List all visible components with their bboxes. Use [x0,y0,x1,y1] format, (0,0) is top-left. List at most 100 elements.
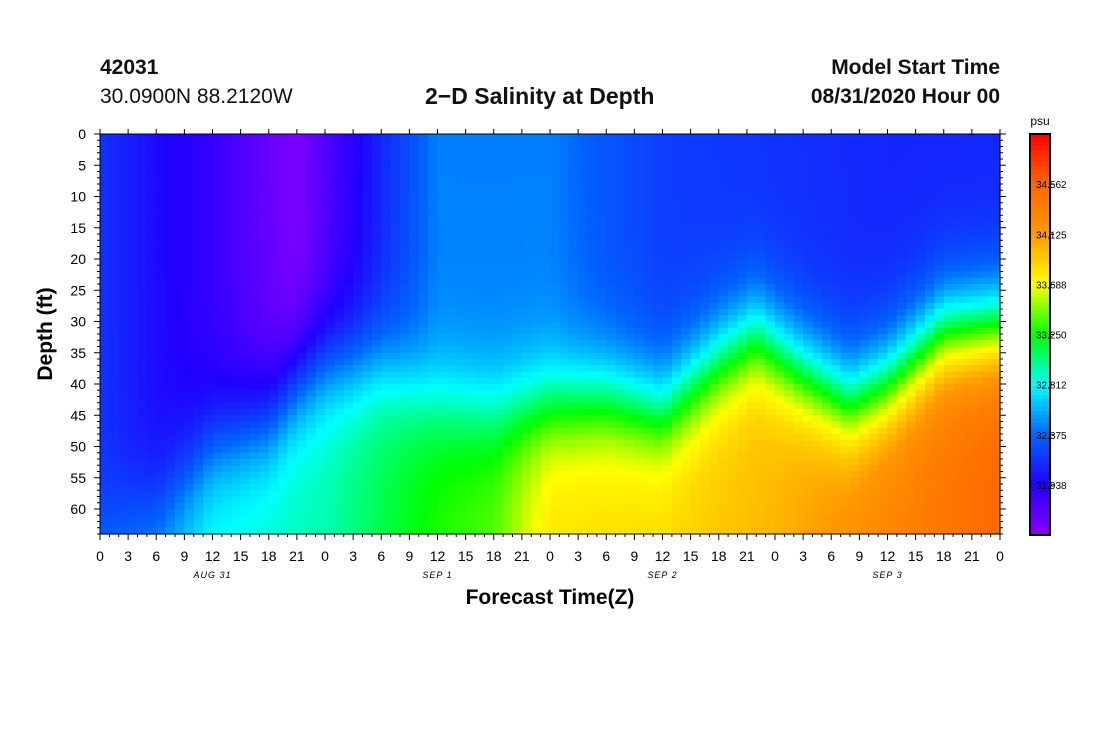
heatmap-cell [221,471,232,479]
heatmap-cell [587,477,598,485]
heatmap-cell [540,496,551,504]
heatmap-cell [118,334,129,341]
heatmap-cell [343,477,354,485]
heatmap-cell [531,421,542,429]
heatmap-cell [540,159,551,166]
heatmap-cell [550,509,560,516]
heatmap-cell [193,371,204,379]
heatmap-cell [437,309,448,316]
heatmap-cell [568,402,579,410]
heatmap-cell [428,265,439,273]
heatmap-cell [362,390,373,398]
heatmap-cell [512,502,523,510]
heatmap-cell [278,515,289,523]
heatmap-cell [240,496,251,504]
heatmap-cell [381,302,392,310]
heatmap-cell [362,215,373,223]
heatmap-cell [484,409,495,416]
heatmap-cell [587,177,598,185]
heatmap-cell [737,134,748,141]
heatmap-cell [662,171,673,179]
heatmap-cell [634,134,645,141]
heatmap-cell [175,240,185,248]
heatmap-cell [671,502,682,510]
heatmap-cell [371,259,382,266]
heatmap-cell [737,446,748,454]
heatmap-cell [400,209,410,216]
heatmap-cell [700,377,710,385]
heatmap-cell [606,277,617,285]
heatmap-cell [587,315,598,323]
heatmap-cell [221,396,232,404]
heatmap-cell [756,390,767,398]
heatmap-cell [484,384,495,391]
heatmap-cell [353,496,364,504]
heatmap-cell [718,371,729,379]
heatmap-cell [493,146,504,154]
heatmap-cell [568,171,579,179]
heatmap-cell [821,196,832,204]
heatmap-cell [268,421,279,429]
heatmap-cell [484,502,495,510]
heatmap-cell [268,252,279,260]
heatmap-cell [268,259,279,266]
heatmap-cell [475,496,485,504]
heatmap-cell [503,415,514,423]
heatmap-cell [203,509,214,516]
heatmap-cell [118,427,129,435]
heatmap-cell [765,240,776,248]
heatmap-cell [550,390,560,398]
heatmap-cell [728,490,739,498]
heatmap-cell [221,134,232,141]
heatmap-cell [109,465,120,473]
heatmap-cell [315,521,326,529]
heatmap-cell [231,296,242,304]
heatmap-cell [653,227,664,235]
heatmap-cell [437,171,448,179]
heatmap-cell [146,459,157,466]
heatmap-cell [109,496,120,504]
heatmap-cell [175,515,185,523]
heatmap-cell [268,165,279,173]
heatmap-cell [193,290,204,298]
heatmap-cell [503,296,514,304]
heatmap-cell [400,234,410,241]
heatmap-cell [184,184,195,191]
heatmap-cell [231,502,242,510]
heatmap-cell [146,377,157,385]
heatmap-cell [540,415,551,423]
heatmap-cell [775,365,785,373]
heatmap-cell [334,427,345,435]
heatmap-cell [475,296,485,304]
heatmap-cell [578,384,589,391]
heatmap-cell [521,259,532,266]
heatmap-cell [315,309,326,316]
heatmap-cell [446,496,457,504]
heatmap-cell [465,471,476,479]
heatmap-cell [353,459,364,466]
heatmap-cell [362,496,373,504]
heatmap-cell [634,509,645,516]
heatmap-cell [746,196,757,204]
heatmap-cell [587,290,598,298]
heatmap-cell [625,265,635,273]
heatmap-cell [259,434,270,441]
heatmap-cell [812,346,823,354]
heatmap-cell [325,496,335,504]
heatmap-cell [100,521,110,529]
heatmap-cell [606,296,617,304]
heatmap-cell [343,184,354,191]
heatmap-cell [128,140,139,148]
heatmap-cell [334,196,345,204]
heatmap-cell [728,452,739,460]
heatmap-cell [100,477,110,485]
heatmap-cell [700,209,710,216]
heatmap-cell [334,371,345,379]
heatmap-cell [503,377,514,385]
heatmap-cell [118,271,129,279]
heatmap-cell [193,146,204,154]
heatmap-cell [240,421,251,429]
heatmap-cell [765,440,776,448]
heatmap-cell [146,521,157,529]
heatmap-cell [671,446,682,454]
